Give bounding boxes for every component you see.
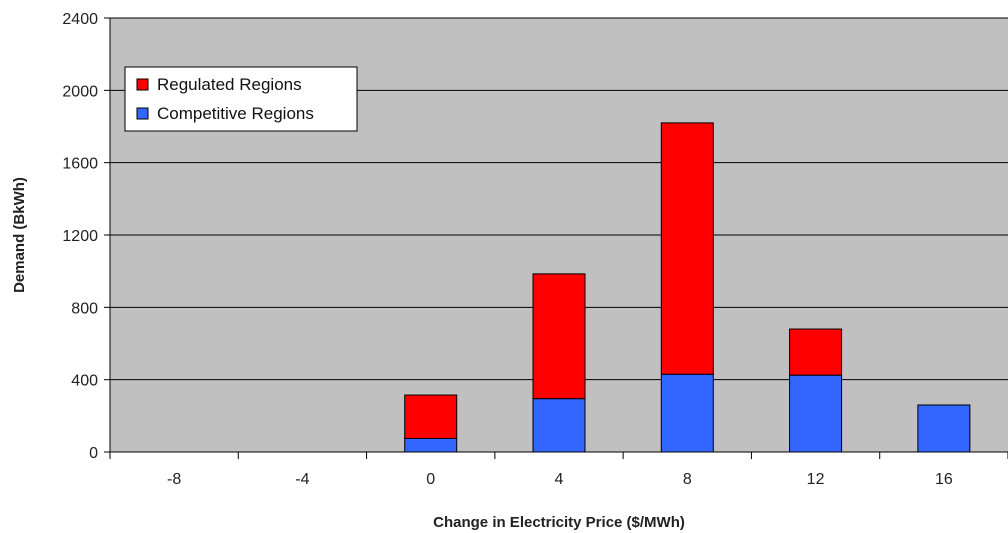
- legend: Regulated Regions Competitive Regions: [124, 66, 358, 132]
- y-tick-label: 1600: [62, 156, 98, 173]
- y-tick-label: 2400: [62, 11, 98, 28]
- bar-segment: [660, 373, 714, 453]
- x-tick-label: 12: [807, 471, 825, 488]
- bar-segment: [789, 328, 843, 376]
- x-tick-label: -8: [167, 471, 181, 488]
- legend-swatch: [136, 107, 149, 120]
- bar-segment: [917, 404, 971, 453]
- y-tick-label: 400: [71, 373, 98, 390]
- bar-segment: [532, 273, 586, 400]
- bar-segment: [532, 398, 586, 453]
- x-tick-label: -4: [295, 471, 309, 488]
- legend-label: Competitive Regions: [157, 104, 314, 123]
- x-tick-labels: -8 -4 0 4 8 12 16: [167, 471, 953, 488]
- x-axis-title: Change in Electricity Price ($/MWh): [433, 514, 685, 531]
- x-tick-label: 0: [426, 471, 435, 488]
- legend-label: Regulated Regions: [157, 75, 302, 94]
- y-tick-labels: 0 400 800 1200 1600 2000 2400: [62, 11, 98, 462]
- y-tick-label: 800: [71, 300, 98, 317]
- bars-layer: [404, 122, 971, 453]
- legend-box: [124, 66, 358, 132]
- x-tick-label: 4: [555, 471, 564, 488]
- y-tick-label: 1200: [62, 228, 98, 245]
- y-tick-label: 2000: [62, 83, 98, 100]
- y-axis-title: Demand (BkWh): [11, 177, 28, 293]
- bar-segment: [404, 437, 458, 453]
- bar-segment: [660, 122, 714, 375]
- axes: [104, 17, 1008, 459]
- x-tick-label: 8: [683, 471, 692, 488]
- bar-segment: [404, 394, 458, 439]
- x-tick-label: 16: [935, 471, 953, 488]
- y-tick-label: 0: [89, 445, 98, 462]
- legend-swatch: [136, 78, 149, 91]
- bar-segment: [789, 374, 843, 453]
